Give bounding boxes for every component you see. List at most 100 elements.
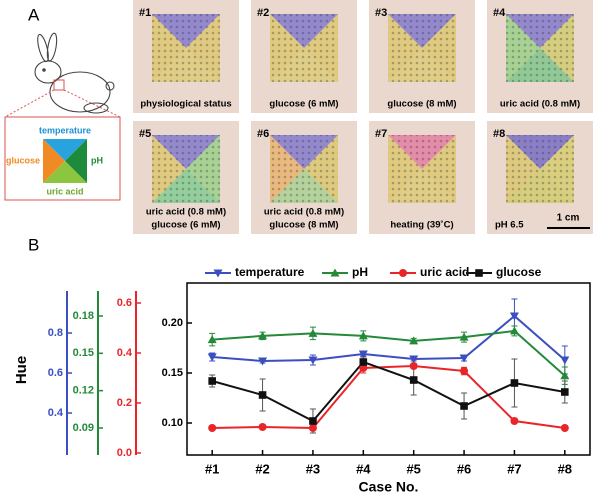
legend-label: uric acid — [420, 265, 469, 279]
x-tick-label: #7 — [507, 461, 521, 476]
marker — [207, 335, 217, 344]
marker — [459, 332, 469, 341]
marker — [258, 331, 268, 340]
legend-marker — [330, 268, 340, 277]
marker — [258, 391, 267, 399]
marker — [258, 423, 267, 431]
sensor-dots — [270, 14, 338, 82]
sensor-dots — [388, 14, 456, 82]
tile-number: #2 — [257, 7, 269, 19]
marker — [308, 328, 318, 337]
diagram-label: temperature — [39, 125, 91, 135]
sensor-dots — [388, 135, 456, 203]
diagram-label: uric acid — [46, 186, 83, 196]
tile-caption: glucose (8 mM) — [387, 99, 456, 110]
panel-label: B — [28, 235, 39, 254]
marker — [409, 336, 419, 345]
diagram-label: pH — [91, 155, 103, 165]
marker — [561, 388, 569, 396]
photo-grid: #1 physiological status #2 glucose (6 mM) #3… — [133, 0, 593, 234]
y-tick-label: 0.0 — [117, 447, 132, 459]
y-tick-label: 0.8 — [48, 327, 63, 339]
legend-marker — [399, 269, 407, 277]
chart: B 0.10 0.15 0.20 0.0 0.2 0.4 0.6 0.09 0.12 0.15 0.1… — [13, 235, 591, 495]
x-tick-label: #5 — [406, 461, 420, 476]
x-tick-label: #6 — [457, 461, 471, 476]
marker — [358, 350, 368, 359]
marker — [208, 424, 217, 432]
tile-caption: pH 6.5 — [495, 220, 524, 231]
tile-caption: heating (39˚C) — [390, 220, 453, 231]
marker — [560, 424, 569, 432]
marker — [358, 331, 368, 340]
tile-number: #1 — [139, 7, 151, 19]
y-tick-label: 0.6 — [48, 367, 63, 379]
tile-caption: glucose (6 mM) — [151, 220, 220, 231]
x-tick-label: #8 — [558, 461, 572, 476]
marker — [460, 367, 469, 375]
marker — [308, 356, 318, 365]
marker — [510, 417, 519, 425]
sensor-dots — [506, 135, 574, 203]
marker — [509, 326, 519, 335]
y-tick-label: 0.2 — [117, 397, 132, 409]
marker — [460, 402, 468, 410]
marker — [359, 358, 368, 366]
tile-caption: uric acid (0.8 mM) — [146, 207, 226, 218]
marker — [208, 377, 216, 385]
panel-label: A — [28, 5, 40, 24]
sensor-dots — [506, 14, 574, 82]
y-tick-label: 0.12 — [73, 385, 94, 397]
marker — [510, 379, 519, 387]
series-line — [211, 360, 565, 423]
patch-marker — [53, 79, 65, 91]
legend-marker — [213, 269, 223, 278]
series-line — [212, 329, 566, 377]
marker — [258, 357, 268, 366]
marker — [459, 354, 469, 363]
y-tick-label: 0.20 — [162, 317, 183, 329]
sensor-dots — [152, 135, 220, 203]
tile-number: #7 — [375, 128, 387, 140]
y-tick-label: 0.10 — [162, 417, 183, 429]
tile-number: #8 — [493, 128, 505, 140]
y-tick-label: 0.4 — [117, 347, 133, 359]
marker — [308, 424, 317, 432]
scale-bar-label: 1 cm — [557, 213, 580, 224]
tile-caption: glucose (8 mM) — [269, 220, 338, 231]
tile-number: #5 — [139, 128, 151, 140]
tile-caption: uric acid (0.8 mM) — [500, 99, 580, 110]
y-axis-title: Hue — [13, 356, 30, 384]
legend-label: temperature — [235, 265, 305, 279]
marker — [207, 353, 217, 362]
tile-number: #6 — [257, 128, 269, 140]
marker — [409, 376, 418, 384]
marker — [560, 356, 570, 365]
y-tick-label: 0.4 — [48, 407, 64, 419]
series-line — [212, 364, 565, 430]
tile-number: #3 — [375, 7, 387, 19]
x-tick-label: #4 — [356, 461, 371, 476]
x-tick-label: #3 — [306, 461, 320, 476]
diagram-label: glucose — [6, 155, 40, 165]
series-line — [212, 314, 566, 363]
marker — [409, 355, 419, 364]
x-tick-label: #1 — [205, 461, 219, 476]
tile-caption: glucose (6 mM) — [269, 99, 338, 110]
x-tick-label: #2 — [255, 461, 269, 476]
legend-marker — [475, 269, 483, 277]
tile-number: #4 — [493, 7, 506, 19]
tile-caption: physiological status — [140, 99, 231, 110]
legend-label: glucose — [496, 265, 542, 279]
x-axis-title: Case No. — [359, 479, 419, 495]
y-tick-label: 0.6 — [117, 297, 132, 309]
plot-frame — [186, 282, 591, 456]
marker — [309, 417, 317, 425]
y-tick-label: 0.15 — [162, 367, 183, 379]
sensor-diagram — [43, 139, 87, 183]
sensor-dots — [270, 135, 338, 203]
marker — [560, 371, 570, 380]
marker — [359, 364, 368, 372]
legend-label: pH — [352, 265, 368, 279]
